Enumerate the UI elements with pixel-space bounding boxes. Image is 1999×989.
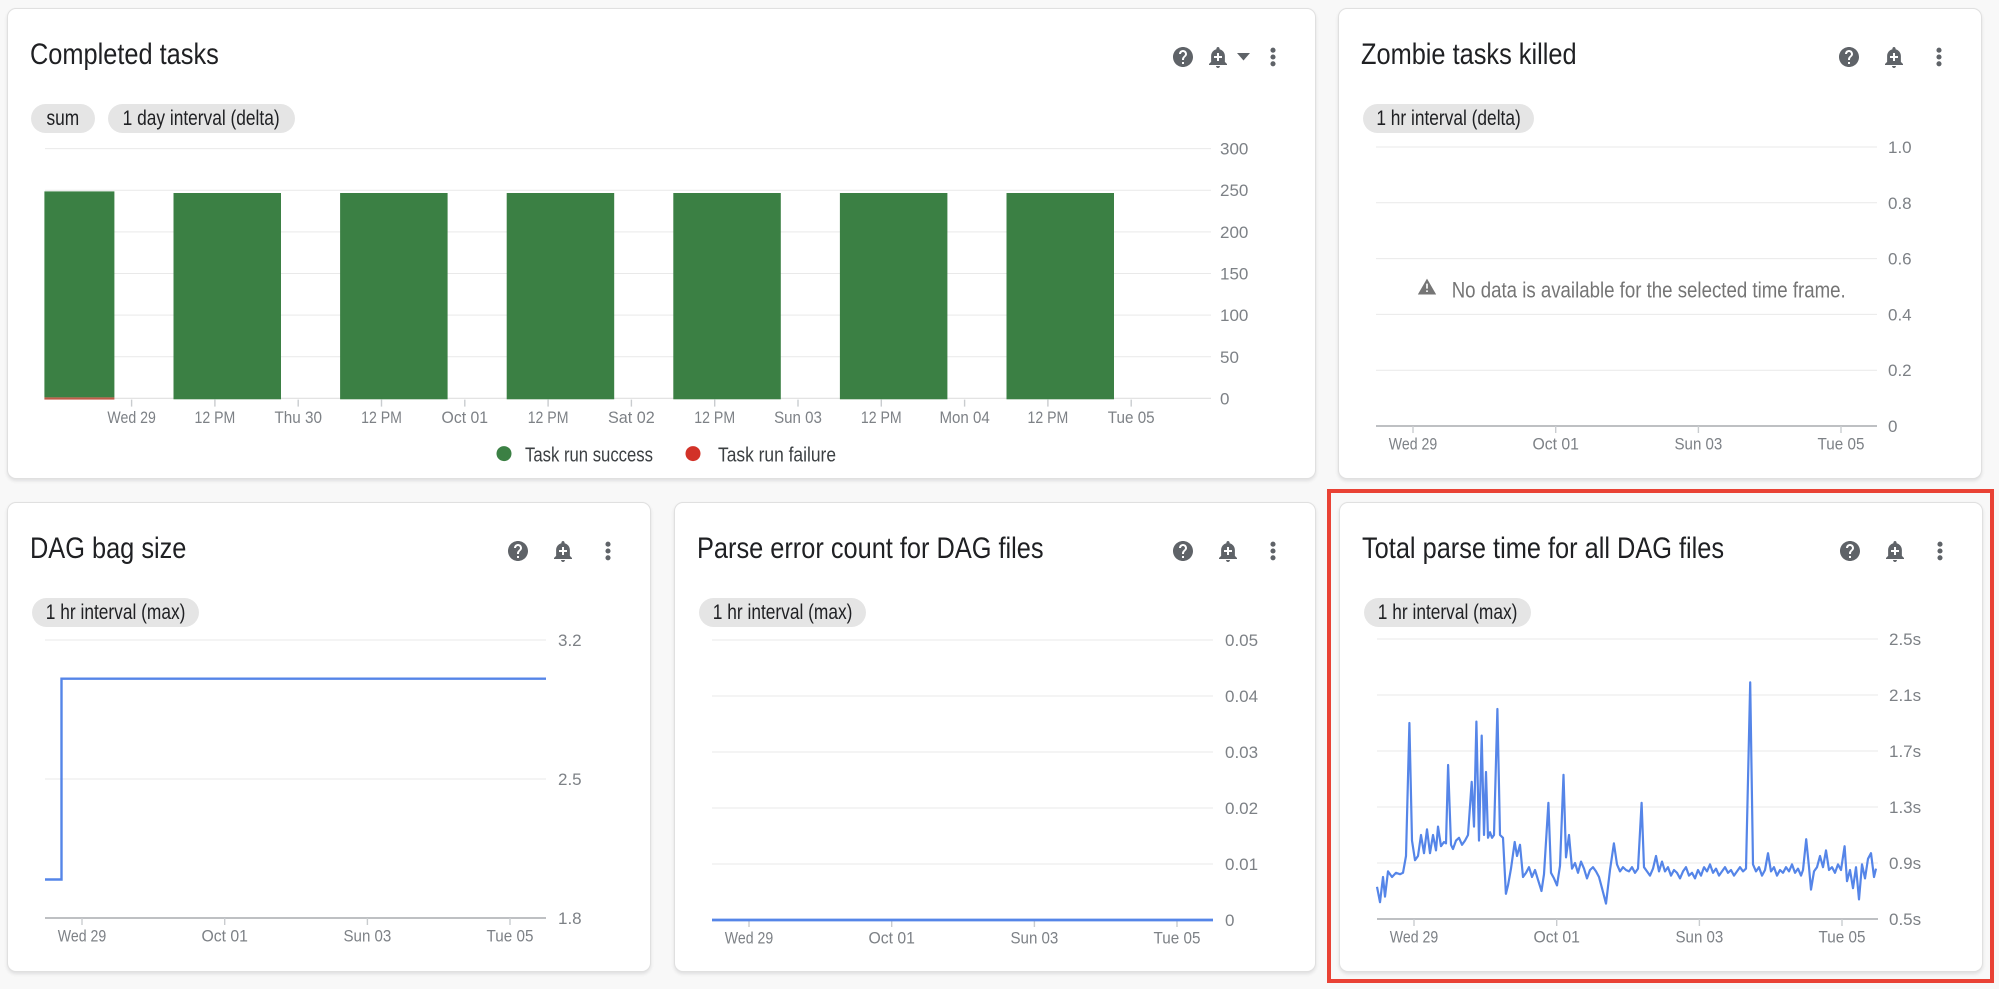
svg-text:0.9s: 0.9s (1889, 854, 1921, 873)
svg-text:Sun 03: Sun 03 (1011, 929, 1059, 948)
svg-text:0: 0 (1225, 911, 1234, 930)
svg-text:Tue 05: Tue 05 (1819, 928, 1866, 947)
svg-text:0.01: 0.01 (1225, 855, 1258, 874)
svg-text:100: 100 (1220, 306, 1248, 325)
svg-text:200: 200 (1220, 223, 1248, 242)
svg-text:Wed 29: Wed 29 (1389, 435, 1437, 454)
svg-text:2.5s: 2.5s (1889, 630, 1921, 649)
svg-text:2.5: 2.5 (558, 770, 582, 789)
svg-text:Sun 03: Sun 03 (1675, 435, 1723, 454)
svg-text:Task run success: Task run success (525, 445, 653, 467)
svg-text:Tue 05: Tue 05 (1108, 408, 1155, 427)
svg-text:0.6: 0.6 (1888, 250, 1912, 269)
svg-text:1.8: 1.8 (558, 909, 582, 928)
svg-text:12 PM: 12 PM (1028, 408, 1069, 427)
svg-text:Sun 03: Sun 03 (344, 927, 392, 946)
svg-text:Sat 02: Sat 02 (608, 408, 655, 427)
svg-text:2.1s: 2.1s (1889, 686, 1921, 705)
svg-text:Mon 04: Mon 04 (939, 408, 989, 427)
svg-text:0.5s: 0.5s (1889, 910, 1921, 929)
svg-text:0.8: 0.8 (1888, 194, 1912, 213)
svg-text:Tue 05: Tue 05 (487, 927, 534, 946)
svg-text:12 PM: 12 PM (195, 408, 236, 427)
svg-text:1.0: 1.0 (1888, 138, 1912, 157)
svg-text:0.05: 0.05 (1225, 631, 1258, 650)
svg-text:250: 250 (1220, 181, 1248, 200)
svg-text:0.03: 0.03 (1225, 743, 1258, 762)
svg-text:Oct 01: Oct 01 (201, 927, 248, 946)
svg-text:Thu 30: Thu 30 (274, 408, 322, 427)
svg-text:12 PM: 12 PM (528, 408, 569, 427)
svg-text:0.02: 0.02 (1225, 799, 1258, 818)
svg-text:No data is available for the s: No data is available for the selected ti… (1452, 278, 1846, 303)
svg-text:1.3s: 1.3s (1889, 798, 1921, 817)
svg-text:12 PM: 12 PM (861, 408, 902, 427)
svg-text:Wed 29: Wed 29 (1390, 928, 1438, 947)
svg-text:Sun 03: Sun 03 (774, 408, 822, 427)
svg-text:Sun 03: Sun 03 (1676, 928, 1724, 947)
svg-text:0.04: 0.04 (1225, 687, 1258, 706)
svg-text:0.2: 0.2 (1888, 361, 1912, 380)
svg-text:3.2: 3.2 (558, 631, 582, 650)
svg-text:Oct 01: Oct 01 (1533, 928, 1580, 947)
svg-text:Oct 01: Oct 01 (442, 408, 489, 427)
svg-text:0: 0 (1220, 389, 1229, 408)
svg-text:Task run failure: Task run failure (718, 445, 836, 467)
svg-text:Oct 01: Oct 01 (868, 929, 915, 948)
svg-text:Wed 29: Wed 29 (725, 929, 773, 948)
svg-text:12 PM: 12 PM (361, 408, 402, 427)
svg-text:Tue 05: Tue 05 (1154, 929, 1201, 948)
svg-text:300: 300 (1220, 140, 1248, 159)
svg-text:150: 150 (1220, 265, 1248, 284)
svg-text:50: 50 (1220, 348, 1239, 367)
svg-text:0.4: 0.4 (1888, 305, 1912, 324)
svg-text:0: 0 (1888, 417, 1897, 436)
svg-text:Tue 05: Tue 05 (1818, 435, 1865, 454)
svg-text:Wed 29: Wed 29 (107, 408, 155, 427)
svg-text:Wed 29: Wed 29 (58, 927, 106, 946)
svg-text:1.7s: 1.7s (1889, 742, 1921, 761)
svg-text:12 PM: 12 PM (694, 408, 735, 427)
svg-text:Oct 01: Oct 01 (1532, 435, 1579, 454)
